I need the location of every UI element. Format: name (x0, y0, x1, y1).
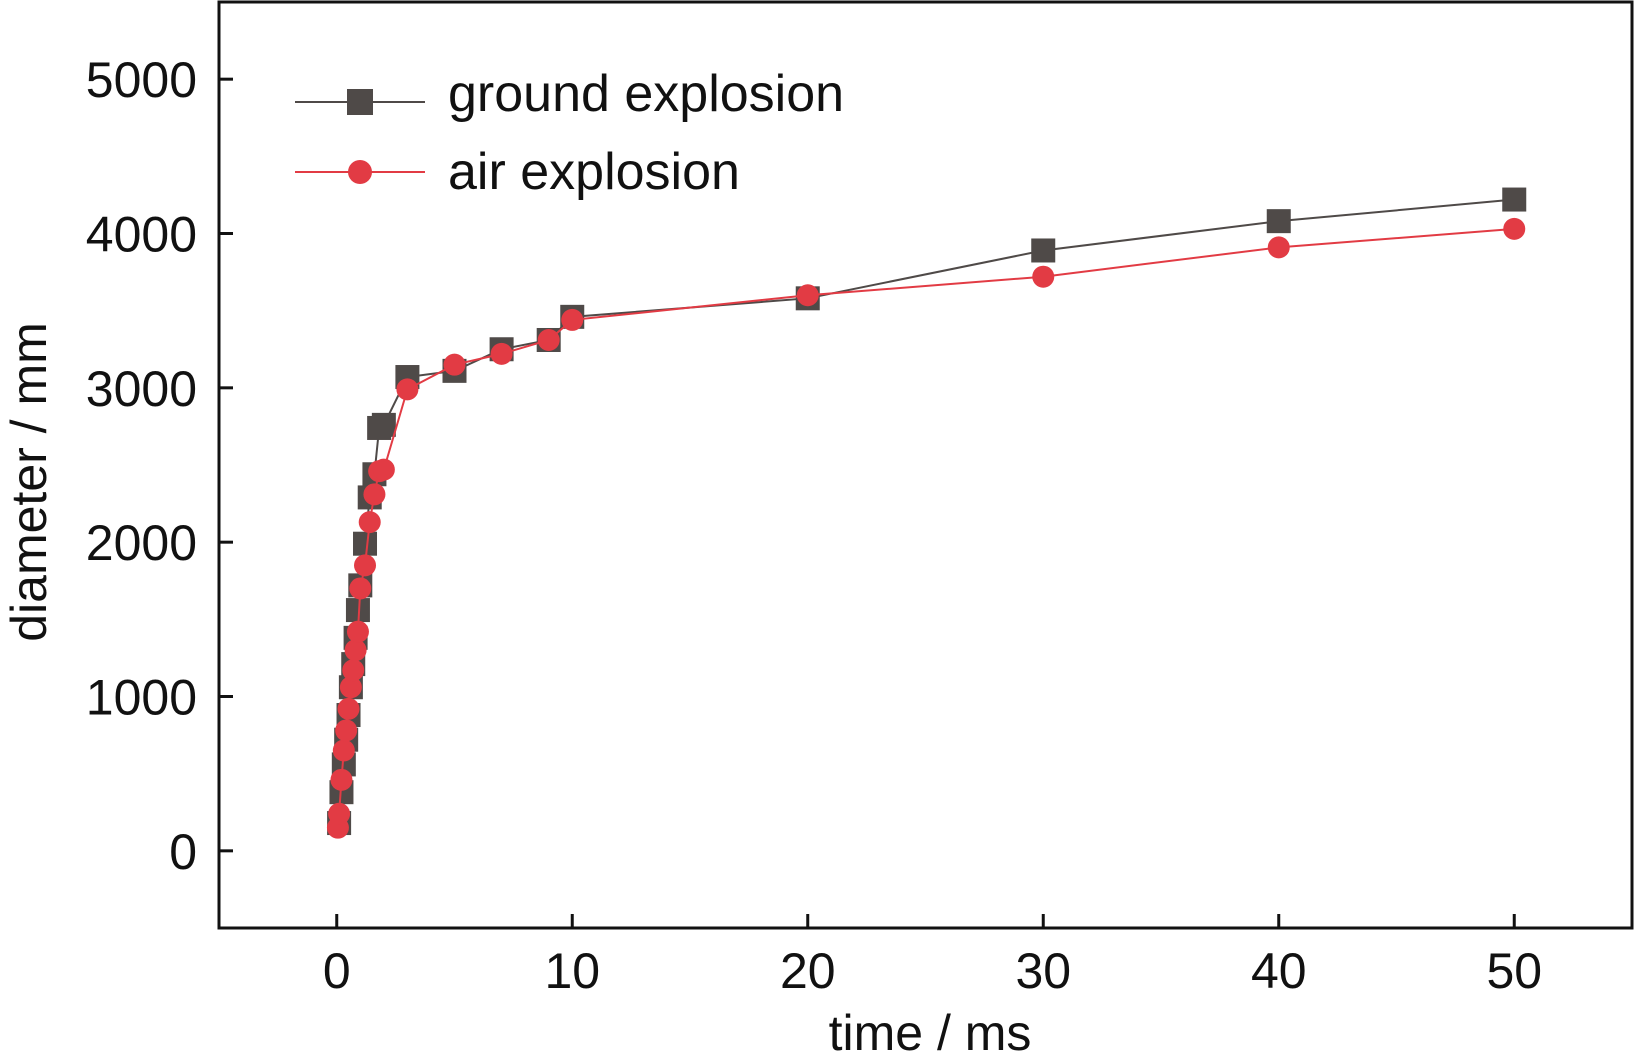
point-air-explosion (344, 639, 367, 662)
point-air-explosion (363, 483, 386, 506)
point-air-explosion (490, 342, 513, 365)
plot-frame (217, 0, 1634, 930)
y-axis-title: diameter / mm (1, 322, 57, 642)
point-air-explosion (796, 284, 819, 307)
x-axis-title: time / ms (829, 1005, 1032, 1059)
point-ground-explosion (353, 531, 378, 556)
point-air-explosion (335, 719, 358, 742)
point-air-explosion (396, 378, 419, 401)
point-ground-explosion (1502, 187, 1527, 212)
point-air-explosion (346, 620, 369, 643)
x-tick-label-40: 40 (1251, 943, 1307, 999)
legend: ground explosion air explosion (295, 65, 844, 201)
point-air-explosion (328, 802, 351, 825)
y-tick-label-3000: 3000 (86, 361, 197, 417)
legend-label-ground-explosion: ground explosion (448, 65, 844, 123)
legend-label-air-explosion: air explosion (448, 143, 740, 201)
point-air-explosion (537, 328, 560, 351)
point-air-explosion (443, 353, 466, 376)
point-air-explosion (332, 739, 355, 762)
point-air-explosion (349, 577, 372, 600)
point-air-explosion (354, 554, 377, 577)
series-line-ground-explosion (338, 198, 1515, 824)
legend-marker-ground-explosion (347, 89, 373, 115)
y-tick-label-2000: 2000 (86, 515, 197, 571)
point-ground-explosion (371, 412, 396, 437)
point-air-explosion (1267, 236, 1290, 259)
legend-marker-air-explosion (348, 160, 372, 184)
point-air-explosion (561, 308, 584, 331)
point-air-explosion (337, 697, 360, 720)
point-air-explosion (372, 458, 395, 481)
point-air-explosion (342, 659, 365, 682)
x-tick-label-20: 20 (780, 943, 836, 999)
axis-layer: 0 10 20 30 40 50 0 1000 2000 3000 4000 5000 (86, 52, 1542, 999)
x-tick-label-10: 10 (544, 943, 600, 999)
point-ground-explosion (1031, 238, 1056, 263)
series-line-air-explosion (336, 227, 1515, 828)
point-air-explosion (330, 768, 353, 791)
point-air-explosion (1503, 217, 1526, 240)
x-tick-label-50: 50 (1486, 943, 1542, 999)
x-tick-label-30: 30 (1015, 943, 1071, 999)
y-tick-label-5000: 5000 (86, 52, 197, 108)
y-tick-label-0: 0 (169, 824, 197, 880)
point-ground-explosion (1266, 209, 1291, 234)
series-layer (326, 187, 1527, 839)
x-tick-label-0: 0 (323, 943, 351, 999)
point-air-explosion (339, 676, 362, 699)
y-tick-label-4000: 4000 (86, 207, 197, 263)
point-air-explosion (1032, 265, 1055, 288)
y-tick-label-1000: 1000 (86, 670, 197, 726)
point-air-explosion (358, 511, 381, 534)
